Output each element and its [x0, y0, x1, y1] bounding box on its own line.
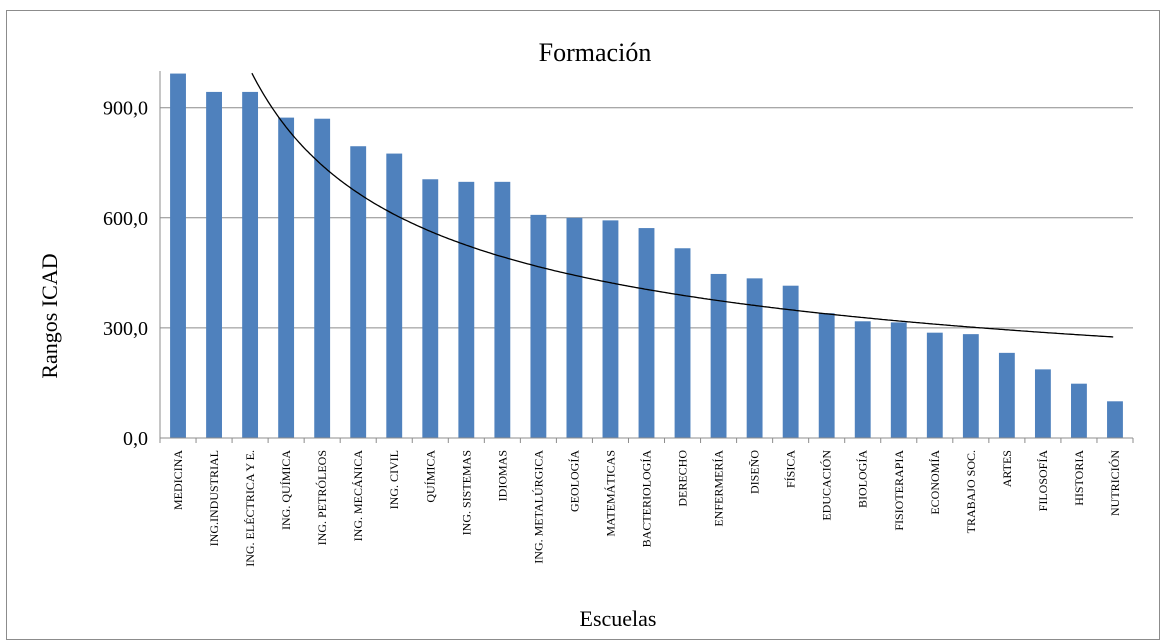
bar [1071, 383, 1087, 438]
x-tick-label: QUÍMICA [423, 450, 437, 503]
bar [530, 214, 547, 438]
bar [602, 220, 619, 438]
x-tick-label: GEOLOGÍA [567, 450, 581, 512]
x-tick-label: FILOSOFÍA [1036, 450, 1050, 512]
y-tick-label: 300,0 [103, 318, 148, 340]
x-tick-label: IDIOMAS [495, 450, 509, 501]
x-tick-label: ING. METALÚRGICA [531, 450, 545, 564]
x-tick-label: DISEÑO [748, 450, 762, 494]
x-tick-label: ING. MECÁNICA [351, 450, 365, 542]
x-tick-label: TRABAJO SOC. [964, 450, 978, 533]
x-tick-label: MATEMÁTICAS [603, 450, 617, 537]
x-tick-label: ING.INDUSTRIAL [207, 450, 221, 546]
bar [674, 248, 691, 438]
bar [278, 117, 295, 438]
x-tick-label: ING. SISTEMAS [459, 450, 473, 535]
x-tick-label: NUTRICIÓN [1108, 450, 1122, 516]
x-tick-label: ARTES [1000, 450, 1014, 487]
bar [566, 217, 583, 438]
x-tick-label: MEDICINA [171, 450, 185, 510]
bar [998, 352, 1015, 438]
x-tick-label: ING. ELÉCTRICA Y E. [243, 450, 257, 567]
y-axis-title: Rangos ICAD [37, 253, 62, 378]
bar [818, 313, 835, 438]
bar [890, 322, 907, 438]
bar [494, 181, 511, 439]
bar [1034, 369, 1051, 438]
x-tick-label: EDUCACIÓN [820, 450, 834, 521]
trendline [251, 72, 1114, 338]
chart-svg: 0,0 300,0 600,0 900,0 MEDICINA ING.INDUSTRIA… [37, 38, 1134, 631]
x-tick-label: ECONOMÍA [928, 450, 942, 515]
x-tick-labels: MEDICINA ING.INDUSTRIAL ING. ELÉCTRICA Y E… [159, 438, 1134, 567]
bar [854, 321, 871, 438]
bar [926, 332, 943, 438]
bar [386, 153, 403, 438]
bar [710, 273, 727, 438]
x-tick-label: HISTORIA [1072, 450, 1086, 506]
chart-title: Formación [539, 38, 652, 67]
bar [242, 91, 259, 438]
y-tick-label: 900,0 [103, 98, 148, 120]
y-tick-labels: 0,0 300,0 600,0 900,0 [103, 98, 148, 450]
x-tick-label: FISIOTERAPIA [892, 450, 906, 531]
bar [350, 146, 367, 439]
bar [206, 91, 222, 438]
y-tick-label: 0,0 [123, 428, 148, 450]
bar [458, 181, 475, 439]
bar [746, 278, 763, 438]
x-tick-label: BIOLOGÍA [856, 450, 870, 508]
bar [782, 285, 799, 438]
bar [422, 179, 439, 438]
x-tick-label: BACTERIOLOGÍA [640, 450, 654, 548]
bar [638, 228, 655, 438]
bar [314, 118, 331, 439]
bar [170, 73, 186, 438]
bar [1107, 401, 1123, 438]
x-tick-label: ING. QUÍMICA [279, 450, 293, 530]
x-tick-label: ING. PETRÓLEOS [315, 450, 329, 545]
x-tick-label: ING. CIVIL [387, 450, 401, 509]
x-tick-label: ENFERMERÍA [712, 450, 726, 527]
x-axis-title: Escuelas [580, 606, 657, 631]
y-tick-label: 600,0 [103, 208, 148, 230]
x-tick-label: FÍSICA [784, 450, 798, 488]
bars [170, 73, 1123, 439]
bar [962, 334, 979, 438]
chart-frame: 0,0 300,0 600,0 900,0 MEDICINA ING.INDUSTRIA… [6, 10, 1160, 640]
x-tick-label: DERECHO [676, 450, 690, 507]
